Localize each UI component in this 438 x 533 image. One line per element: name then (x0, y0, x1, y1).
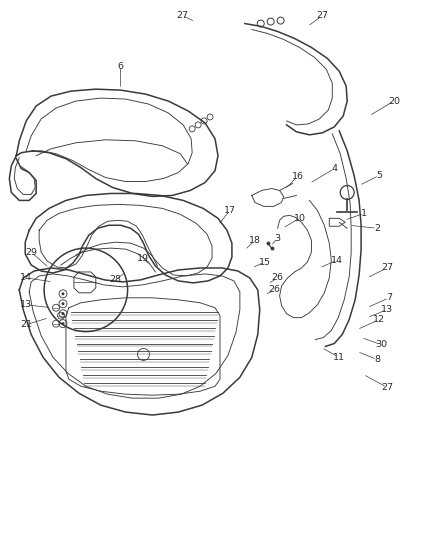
Text: 26: 26 (272, 273, 284, 282)
Text: 3: 3 (275, 233, 281, 243)
Text: 10: 10 (293, 214, 305, 223)
Text: 16: 16 (292, 172, 304, 181)
Text: 4: 4 (331, 164, 337, 173)
Text: 27: 27 (381, 263, 393, 272)
Text: 13: 13 (381, 305, 393, 314)
Text: 1: 1 (361, 209, 367, 218)
Text: 13: 13 (20, 300, 32, 309)
Text: 8: 8 (374, 355, 380, 364)
Text: 21: 21 (20, 320, 32, 329)
Circle shape (61, 292, 64, 295)
Circle shape (61, 312, 64, 315)
Text: 29: 29 (25, 248, 37, 256)
Text: 27: 27 (176, 11, 188, 20)
Circle shape (61, 322, 64, 325)
Text: 5: 5 (376, 171, 382, 180)
Text: 28: 28 (110, 276, 122, 285)
Text: 11: 11 (333, 353, 345, 362)
Text: 20: 20 (388, 96, 400, 106)
Text: 15: 15 (259, 257, 271, 266)
Text: 27: 27 (316, 11, 328, 20)
Circle shape (61, 302, 64, 305)
Text: 7: 7 (386, 293, 392, 302)
Text: 12: 12 (373, 315, 385, 324)
Text: 14: 14 (20, 273, 32, 282)
Text: 19: 19 (137, 254, 148, 263)
Text: 6: 6 (118, 62, 124, 71)
Text: 2: 2 (374, 224, 380, 233)
Text: 26: 26 (268, 285, 281, 294)
Text: 30: 30 (375, 340, 387, 349)
Text: 18: 18 (249, 236, 261, 245)
Text: 17: 17 (224, 206, 236, 215)
Text: 14: 14 (331, 255, 343, 264)
Text: 27: 27 (381, 383, 393, 392)
